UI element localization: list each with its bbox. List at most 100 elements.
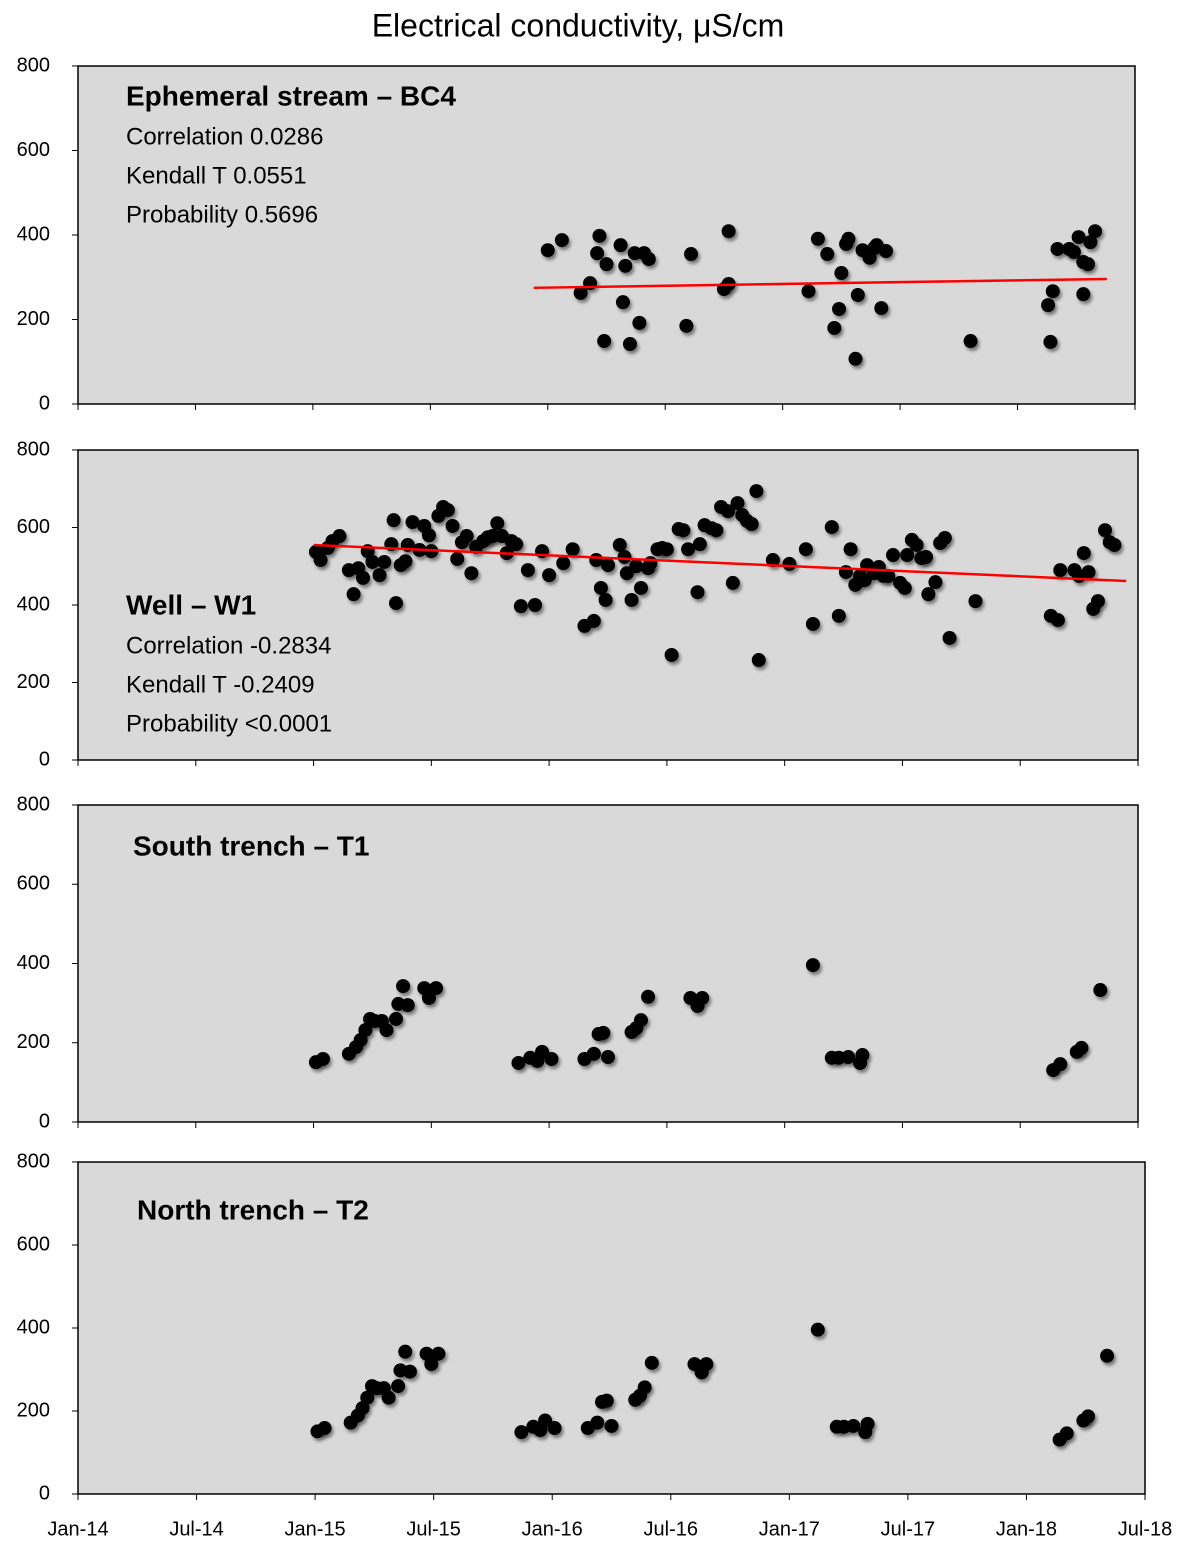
point	[1100, 1348, 1115, 1363]
point	[313, 553, 328, 568]
y-tick-label: 200	[17, 1399, 50, 1421]
point	[664, 647, 679, 662]
point	[615, 295, 630, 310]
point	[513, 599, 528, 614]
point	[874, 301, 889, 316]
y-tick-label: 800	[17, 438, 50, 460]
point	[617, 549, 632, 564]
panel-title: Well – W1	[126, 589, 256, 620]
point	[599, 257, 614, 272]
y-tick-label: 0	[39, 392, 50, 414]
y-tick-label: 600	[17, 1233, 50, 1255]
point	[641, 989, 656, 1004]
y-tick-label: 200	[17, 671, 50, 693]
point	[400, 998, 415, 1013]
point	[1071, 230, 1086, 245]
point	[798, 542, 813, 557]
point	[721, 504, 736, 519]
point	[937, 530, 952, 545]
point	[538, 1413, 553, 1428]
y-tick-label: 800	[17, 54, 50, 76]
point	[637, 1380, 652, 1395]
point	[1083, 235, 1098, 250]
x-tick-label: Jan-17	[759, 1518, 820, 1540]
point	[805, 958, 820, 973]
panel-title: North trench – T2	[137, 1194, 369, 1225]
point	[396, 979, 411, 994]
point	[1081, 257, 1096, 272]
point	[850, 287, 865, 302]
point	[690, 585, 705, 600]
point	[1090, 594, 1105, 609]
point	[358, 1023, 373, 1038]
annotation: Correlation 0.0286	[126, 123, 323, 150]
point	[676, 523, 691, 538]
plot-area	[77, 1161, 1146, 1495]
y-tick-label: 400	[17, 593, 50, 615]
point	[379, 1023, 394, 1038]
point	[389, 596, 403, 611]
x-tick-label: Jan-14	[47, 1518, 108, 1540]
point	[827, 320, 842, 335]
point	[641, 252, 656, 267]
point	[360, 1390, 375, 1405]
point	[450, 551, 465, 566]
point	[692, 537, 707, 552]
point	[405, 515, 420, 530]
point	[633, 580, 648, 595]
point	[824, 520, 839, 535]
point	[1066, 244, 1081, 259]
point	[681, 542, 696, 557]
point	[377, 554, 392, 569]
x-tick-label: Jan-18	[996, 1518, 1057, 1540]
point	[921, 587, 936, 602]
point	[699, 1357, 714, 1372]
point	[841, 231, 856, 246]
point	[751, 653, 766, 668]
point	[381, 1390, 396, 1405]
annotation: Probability 0.5696	[126, 201, 318, 228]
y-tick-label: 200	[17, 308, 50, 330]
x-tick-label: Jan-15	[285, 1518, 346, 1540]
point	[831, 608, 846, 623]
point	[968, 594, 983, 609]
point	[586, 613, 601, 628]
point	[511, 1055, 526, 1070]
y-tick-label: 800	[17, 1150, 50, 1172]
point	[643, 556, 658, 571]
x-tick-label: Jul-15	[406, 1518, 460, 1540]
point	[402, 1364, 417, 1379]
point	[346, 587, 361, 602]
point	[597, 334, 612, 349]
point	[1053, 1057, 1068, 1072]
point	[431, 1346, 446, 1361]
point	[1076, 287, 1091, 302]
y-tick-label: 0	[39, 748, 50, 770]
point	[928, 575, 943, 590]
point	[424, 1357, 439, 1372]
x-tick-label: Jul-16	[644, 1518, 698, 1540]
point	[542, 568, 557, 583]
point	[540, 243, 555, 258]
point	[942, 630, 957, 645]
point	[421, 528, 436, 543]
point	[490, 516, 505, 531]
point	[805, 616, 820, 631]
point	[782, 556, 797, 571]
point	[565, 542, 580, 557]
point	[421, 990, 436, 1005]
point	[1050, 241, 1065, 256]
point	[598, 592, 613, 607]
point	[632, 315, 647, 330]
point	[613, 238, 628, 253]
point	[332, 529, 347, 544]
point	[604, 1418, 619, 1433]
point	[1059, 1426, 1074, 1441]
point	[858, 1425, 873, 1440]
y-tick-label: 400	[17, 1316, 50, 1338]
point	[749, 484, 764, 499]
point	[391, 1379, 406, 1394]
point	[1081, 1409, 1096, 1424]
